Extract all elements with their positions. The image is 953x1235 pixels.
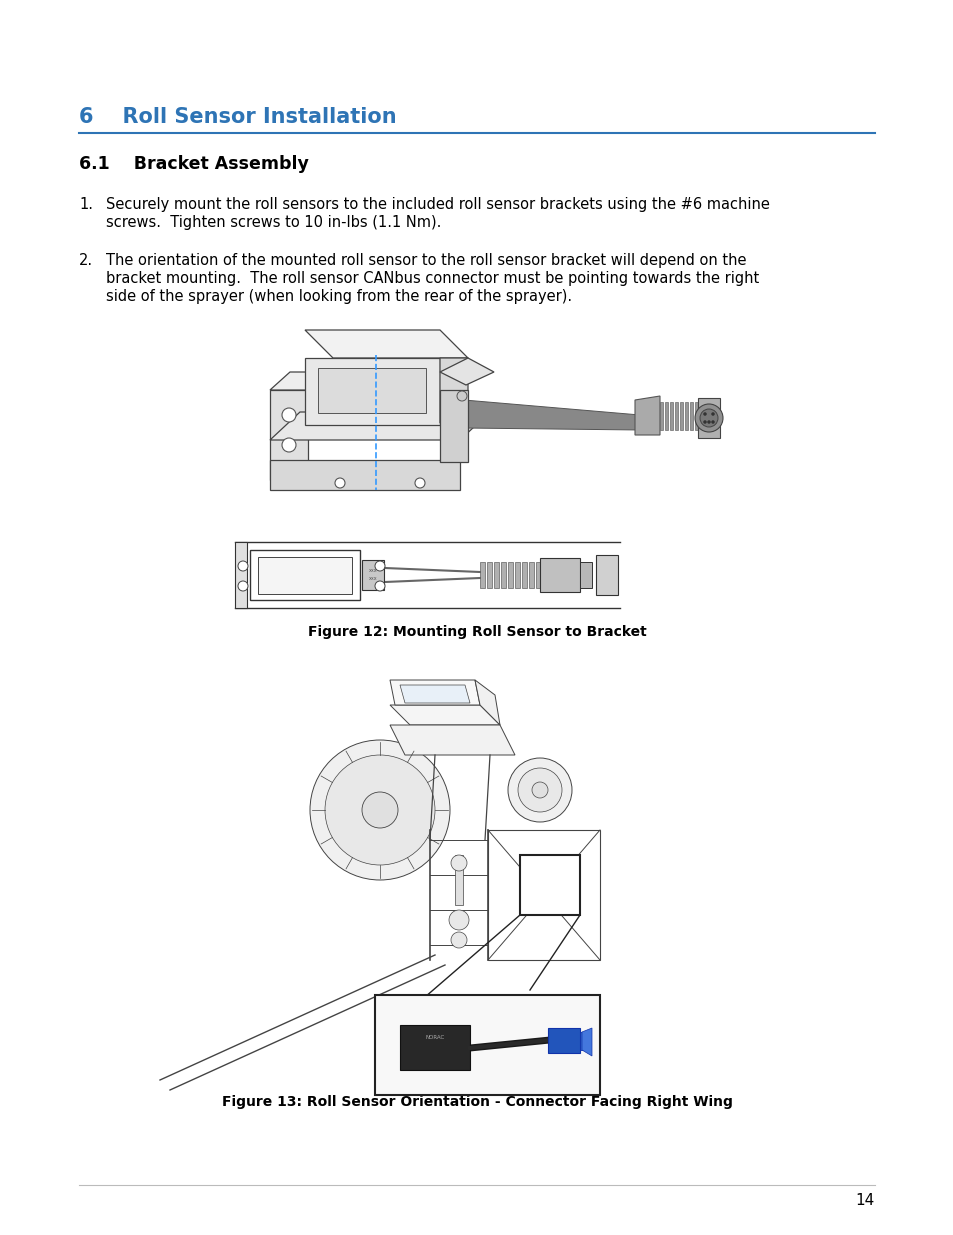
Circle shape bbox=[282, 408, 295, 422]
Circle shape bbox=[361, 792, 397, 827]
Text: side of the sprayer (when looking from the rear of the sprayer).: side of the sprayer (when looking from t… bbox=[106, 289, 572, 304]
Bar bbox=[675, 403, 678, 430]
Polygon shape bbox=[270, 372, 328, 390]
Bar bbox=[361, 559, 384, 590]
Polygon shape bbox=[519, 855, 579, 915]
Bar bbox=[399, 1025, 470, 1070]
Circle shape bbox=[702, 420, 706, 424]
Polygon shape bbox=[390, 725, 515, 755]
Polygon shape bbox=[463, 400, 639, 430]
Text: xxx: xxx bbox=[368, 568, 377, 573]
Polygon shape bbox=[390, 680, 479, 705]
Bar bbox=[579, 562, 592, 588]
Circle shape bbox=[237, 561, 248, 571]
Bar bbox=[539, 558, 579, 592]
Circle shape bbox=[449, 910, 469, 930]
Bar bbox=[596, 555, 618, 595]
Text: screws.  Tighten screws to 10 in-lbs (1.1 Nm).: screws. Tighten screws to 10 in-lbs (1.1… bbox=[106, 215, 441, 230]
Text: 6.1    Bracket Assembly: 6.1 Bracket Assembly bbox=[79, 156, 309, 173]
Bar bbox=[455, 855, 462, 905]
Circle shape bbox=[695, 404, 722, 432]
Bar bbox=[547, 1028, 579, 1053]
Polygon shape bbox=[698, 398, 720, 438]
Bar bbox=[579, 1032, 589, 1050]
Circle shape bbox=[375, 580, 385, 592]
Polygon shape bbox=[581, 1028, 592, 1056]
Circle shape bbox=[456, 391, 467, 401]
Bar bbox=[507, 562, 513, 588]
Text: Securely mount the roll sensors to the included roll sensor brackets using the #: Securely mount the roll sensors to the i… bbox=[106, 198, 769, 212]
Bar bbox=[689, 403, 692, 430]
Polygon shape bbox=[305, 358, 439, 425]
Bar bbox=[317, 368, 426, 412]
Circle shape bbox=[375, 561, 385, 571]
Circle shape bbox=[700, 409, 718, 427]
Text: bracket mounting.  The roll sensor CANbus connector must be pointing towards the: bracket mounting. The roll sensor CANbus… bbox=[106, 270, 759, 287]
Bar bbox=[521, 562, 526, 588]
Circle shape bbox=[451, 932, 467, 948]
Polygon shape bbox=[439, 390, 468, 462]
Bar bbox=[494, 562, 498, 588]
Polygon shape bbox=[375, 995, 599, 1095]
Circle shape bbox=[237, 580, 248, 592]
Bar bbox=[536, 562, 540, 588]
Text: xxx: xxx bbox=[368, 576, 377, 580]
Circle shape bbox=[711, 420, 714, 424]
Bar bbox=[250, 550, 359, 600]
Bar bbox=[234, 542, 247, 608]
Bar bbox=[529, 562, 534, 588]
Bar bbox=[257, 557, 352, 594]
Bar bbox=[695, 403, 698, 430]
Polygon shape bbox=[399, 685, 470, 703]
Circle shape bbox=[711, 412, 714, 415]
Bar bbox=[479, 562, 484, 588]
Circle shape bbox=[507, 758, 572, 823]
Polygon shape bbox=[270, 459, 459, 490]
Circle shape bbox=[415, 478, 424, 488]
Circle shape bbox=[335, 478, 345, 488]
Polygon shape bbox=[305, 330, 468, 358]
Text: 2.: 2. bbox=[79, 253, 93, 268]
Text: 6    Roll Sensor Installation: 6 Roll Sensor Installation bbox=[79, 107, 396, 127]
Bar bbox=[500, 562, 505, 588]
Circle shape bbox=[517, 768, 561, 811]
Bar bbox=[515, 562, 519, 588]
Polygon shape bbox=[390, 705, 499, 725]
Bar bbox=[679, 403, 682, 430]
Text: Figure 13: Roll Sensor Orientation - Connector Facing Right Wing: Figure 13: Roll Sensor Orientation - Con… bbox=[221, 1095, 732, 1109]
Polygon shape bbox=[270, 412, 490, 440]
Circle shape bbox=[451, 855, 467, 871]
Circle shape bbox=[310, 740, 450, 881]
Circle shape bbox=[702, 412, 706, 415]
Bar bbox=[486, 562, 492, 588]
Circle shape bbox=[282, 438, 295, 452]
Circle shape bbox=[532, 782, 547, 798]
Text: 1.: 1. bbox=[79, 198, 92, 212]
Bar bbox=[664, 403, 667, 430]
Circle shape bbox=[707, 420, 710, 424]
Bar bbox=[684, 403, 687, 430]
Polygon shape bbox=[635, 396, 659, 435]
Polygon shape bbox=[270, 390, 308, 480]
Polygon shape bbox=[439, 358, 494, 385]
Bar bbox=[659, 403, 662, 430]
Polygon shape bbox=[475, 680, 499, 725]
Polygon shape bbox=[439, 358, 468, 424]
Circle shape bbox=[325, 755, 435, 864]
Text: NORAC: NORAC bbox=[425, 1035, 444, 1040]
Text: The orientation of the mounted roll sensor to the roll sensor bracket will depen: The orientation of the mounted roll sens… bbox=[106, 253, 745, 268]
Text: 14: 14 bbox=[855, 1193, 874, 1208]
Text: Figure 12: Mounting Roll Sensor to Bracket: Figure 12: Mounting Roll Sensor to Brack… bbox=[307, 625, 646, 638]
Bar bbox=[669, 403, 672, 430]
